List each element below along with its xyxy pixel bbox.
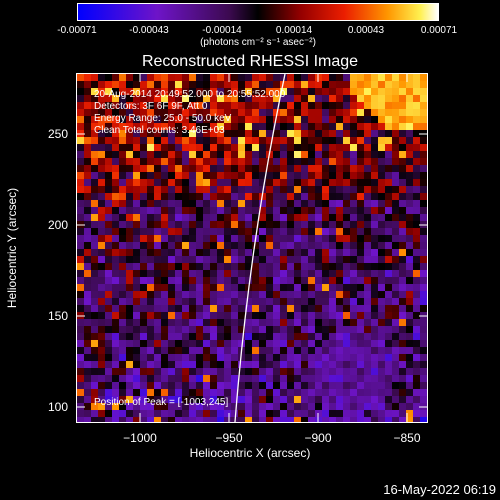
- x-tick-label: −950: [215, 431, 243, 445]
- colorbar-tick: 0.00014: [275, 25, 313, 36]
- colorbar-tick: -0.00071: [57, 25, 97, 36]
- colorbar-tick: 0.00071: [420, 25, 458, 36]
- plot-frame: [76, 73, 428, 423]
- y-tick-label: 200: [48, 218, 69, 232]
- image-title: Reconstructed RHESSI Image: [141, 53, 359, 70]
- info-time-range: 20-Aug-2014 20:49:52.000 to 20:55:52.000: [94, 89, 286, 100]
- colorbar-units: (photons cm⁻² s⁻¹ asec⁻²): [200, 37, 316, 48]
- x-tick-label: −850: [393, 431, 421, 445]
- x-tick-label: −1000: [123, 431, 157, 445]
- pixel-grid: [77, 74, 427, 422]
- y-tick-label: 250: [48, 127, 69, 141]
- colorbar-tick: -0.00043: [129, 25, 169, 36]
- y-tick-label: 100: [48, 400, 69, 414]
- y-axis-label: Heliocentric Y (arcsec): [5, 187, 19, 309]
- colorbar-tick: -0.00014: [202, 25, 242, 36]
- y-tick-label: 150: [48, 309, 69, 323]
- info-clean-counts: Clean Total counts: 3.46E+03: [94, 125, 225, 136]
- info-detectors: Detectors: 3F 6F 9F, Att 0: [94, 101, 208, 112]
- x-axis-label: Heliocentric X (arcsec): [189, 446, 311, 460]
- plot-timestamp: 16-May-2022 06:19: [383, 482, 496, 497]
- x-tick-label: −900: [304, 431, 332, 445]
- info-energy-range: Energy Range: 25.0 - 50.0 keV: [94, 113, 232, 124]
- colorbar: [77, 3, 439, 21]
- info-peak-position: Position of Peak = [-1003,245]: [94, 397, 229, 408]
- colorbar-tick: 0.00043: [347, 25, 385, 36]
- rhessi-image: [77, 74, 427, 422]
- solar-limb-line: [234, 74, 286, 422]
